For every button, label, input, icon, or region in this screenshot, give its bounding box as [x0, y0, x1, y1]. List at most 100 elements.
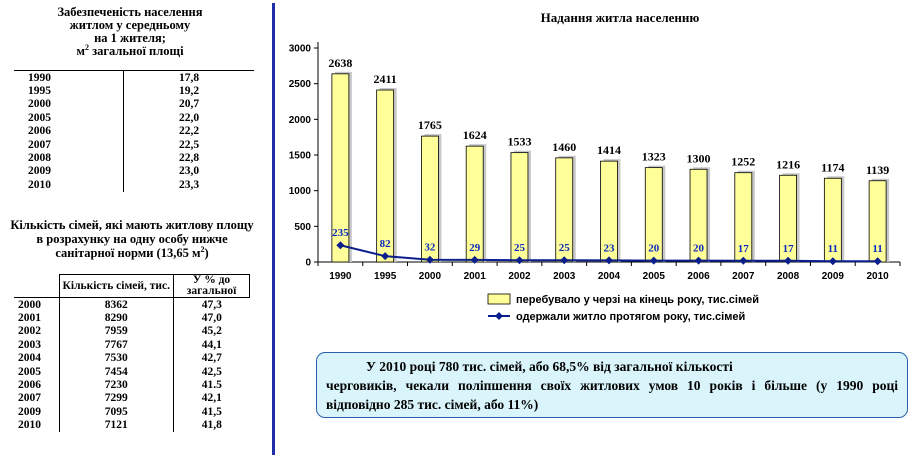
line-value-label: 20 — [693, 243, 705, 255]
bar — [331, 73, 350, 263]
table2-header-row: Кількість сімей, тис. У % до загальної — [14, 274, 250, 298]
y-tick-label: 2000 — [289, 115, 312, 126]
table1-row: 2005 22,0 — [14, 111, 254, 125]
table2-header-year — [14, 274, 60, 298]
line-point — [560, 256, 569, 265]
y-tick-label: 3000 — [289, 44, 312, 55]
line-value-label: 23 — [604, 242, 616, 254]
x-tick-label: 2005 — [643, 271, 666, 282]
table1-year: 2000 — [14, 97, 124, 112]
table1-year: 1995 — [14, 84, 124, 98]
x-tick-label: 2010 — [866, 271, 889, 282]
info-note: У 2010 році 780 тис. сімей, або 68,5% ві… — [316, 352, 908, 418]
table1-row: 2000 20,7 — [14, 97, 254, 112]
table1-title-line: на 1 жителя; — [94, 31, 166, 45]
table2-row: 2005 7454 42,5 — [14, 364, 250, 379]
line-value-label: 29 — [469, 242, 481, 254]
table2-year: 2004 — [14, 351, 60, 365]
table1-title: Забезпеченість населення житлом у середн… — [30, 6, 230, 58]
legend-bar-swatch — [487, 293, 511, 305]
table2-count: 7121 — [58, 418, 175, 432]
table2-row: 2007 7299 42,1 — [14, 391, 250, 406]
x-tick-label: 2006 — [687, 271, 710, 282]
table2-count: 7230 — [58, 378, 175, 392]
x-tick-label: 1990 — [329, 271, 352, 282]
table2-percent: 42,1 — [173, 391, 250, 406]
table1-value: 22,0 — [178, 111, 200, 124]
table2-year: 2000 — [14, 297, 60, 312]
table1-row: 2006 22,2 — [14, 124, 254, 138]
x-tick-label: 2001 — [464, 271, 487, 282]
left-panel: Забезпеченість населення житлом у середн… — [0, 0, 268, 455]
table2-percent: 47,3 — [173, 297, 250, 312]
line-value-label: 32 — [424, 242, 436, 254]
table2-row: 2006 7230 41.5 — [14, 378, 250, 392]
table1-row: 1995 19,2 — [14, 84, 254, 98]
line-value-label: 25 — [514, 242, 526, 254]
line-point — [828, 257, 837, 266]
table2-count: 7095 — [58, 405, 175, 419]
housing-per-capita-table: 1990 17,8 1995 19,2 2000 20,7 2005 22,0 2006 22,2… — [14, 70, 254, 192]
line-point — [336, 241, 345, 250]
table2-year: 2005 — [14, 364, 60, 379]
housing-provision-chart: 0 500 1000 1500 2000 2500 3000 1990 1995 2000 2001… — [289, 42, 901, 323]
y-tick-label: 1500 — [289, 151, 312, 162]
table2-count: 7530 — [58, 351, 175, 365]
table1-title-unit: м2 загальної площі — [76, 42, 184, 58]
table1-title-line: житлом у середньому — [69, 18, 191, 32]
table1-row: 2007 22,5 — [14, 137, 254, 152]
bar-value-label: 1252 — [731, 155, 755, 169]
x-tick-label: 2008 — [777, 271, 800, 282]
x-tick-label: 2004 — [598, 271, 621, 282]
table2-header-count: Кількість сімей, тис. — [58, 274, 175, 298]
info-note-text: черговиків, чекали поліпшення своїх житл… — [326, 378, 898, 412]
y-tick-label: 1000 — [289, 186, 312, 197]
line-point — [381, 252, 390, 261]
line-value-label: 11 — [872, 243, 882, 255]
bar-value-label: 1139 — [866, 163, 889, 177]
table2-year: 2009 — [14, 405, 60, 419]
table2-row: 2002 7959 45,2 — [14, 324, 250, 339]
table2-year: 2003 — [14, 338, 60, 352]
x-tick-label: 1995 — [374, 271, 397, 282]
bar-value-label: 1533 — [507, 135, 531, 149]
line-value-label: 20 — [648, 243, 660, 255]
table2-row: 2009 7095 41,5 — [14, 405, 250, 419]
y-tick-label: 0 — [305, 258, 311, 269]
x-tick-label: 2000 — [419, 271, 442, 282]
table2-percent: 47,0 — [173, 311, 250, 325]
x-tick-label: 2007 — [732, 271, 755, 282]
line-value-label: 25 — [559, 242, 571, 254]
bar-value-label: 2411 — [373, 72, 396, 86]
table1-year: 2009 — [14, 164, 124, 179]
table1-value: 19,2 — [178, 85, 200, 98]
table1-value: 20,7 — [178, 98, 200, 111]
table2-row: 2000 8362 47,3 — [14, 297, 250, 312]
table2-year: 2002 — [14, 324, 60, 339]
table1-year: 2005 — [14, 111, 124, 125]
table2-count: 7767 — [58, 338, 175, 352]
table2-percent: 42,7 — [173, 351, 250, 365]
table1-value: 17,8 — [123, 70, 254, 85]
table2-count: 7454 — [58, 364, 175, 379]
line-point — [784, 256, 793, 265]
y-tick-label: 2500 — [289, 79, 312, 90]
line-value-label: 235 — [332, 227, 349, 239]
table2-year: 2001 — [14, 311, 60, 325]
line-value-label: 11 — [828, 243, 838, 255]
bar — [376, 89, 395, 263]
table1-row: 2010 23,3 — [14, 178, 254, 192]
table1-year: 2010 — [14, 178, 124, 192]
table2-title: Кількість сімей, які мають житлову площу… — [10, 218, 254, 260]
table1-year: 1990 — [14, 70, 124, 85]
table2-percent: 41.5 — [173, 378, 250, 392]
table1-value: 22,5 — [178, 138, 200, 151]
x-tick-label: 2002 — [508, 271, 531, 282]
bar-value-label: 1216 — [776, 157, 800, 171]
table2-percent: 41,8 — [173, 418, 250, 432]
line-point — [649, 256, 658, 265]
chart-title: Надання житла населенню — [540, 10, 700, 25]
table2-percent: 41,5 — [173, 405, 250, 419]
table1-value: 22,2 — [178, 125, 200, 138]
table2-row: 2003 7767 44,1 — [14, 338, 250, 352]
